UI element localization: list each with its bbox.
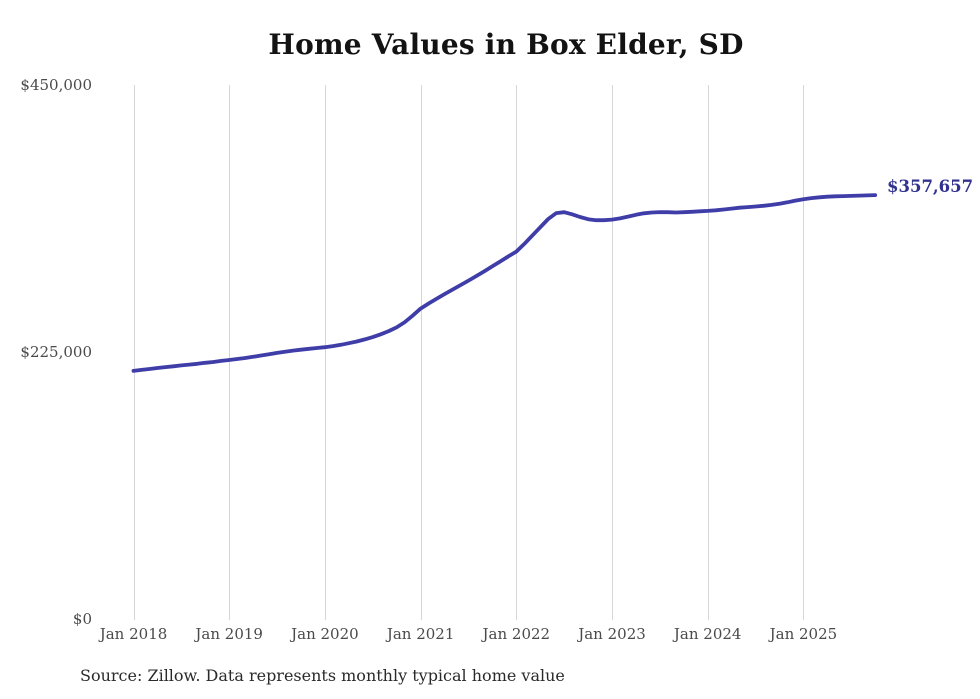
y-axis-tick-label-450000: $450,000 — [20, 76, 92, 94]
source-note: Source: Zillow. Data represents monthly … — [80, 666, 565, 685]
gridline-jan-2025 — [803, 85, 805, 620]
x-axis-tick-label: Jan 2022 — [482, 625, 551, 643]
chart-title: Home Values in Box Elder, SD — [268, 28, 744, 61]
y-axis-tick-label-0: $0 — [72, 610, 92, 628]
gridline-jan-2020 — [324, 85, 326, 620]
gridline-jan-2024 — [707, 85, 709, 620]
x-axis-tick-label: Jan 2023 — [578, 625, 646, 643]
gridline-jan-2018 — [133, 85, 135, 620]
x-axis-tick-label: Jan 2025 — [769, 625, 838, 643]
x-axis-tick-label: Jan 2019 — [195, 625, 263, 643]
x-axis-tick-label: Jan 2024 — [673, 625, 742, 643]
gridline-jan-2022 — [516, 85, 518, 620]
gridline-jan-2023 — [612, 85, 613, 620]
x-axis-tick-label: Jan 2018 — [99, 625, 168, 643]
latest-value-label: $357,657 — [887, 177, 974, 196]
gridline-jan-2019 — [229, 85, 231, 620]
y-axis-tick-label-225000: $225,000 — [20, 343, 92, 361]
x-axis-tick-label: Jan 2021 — [386, 625, 455, 643]
home-value-line — [131, 193, 878, 373]
x-axis-tick-label: Jan 2020 — [291, 625, 359, 643]
gridline-jan-2021 — [420, 85, 422, 620]
